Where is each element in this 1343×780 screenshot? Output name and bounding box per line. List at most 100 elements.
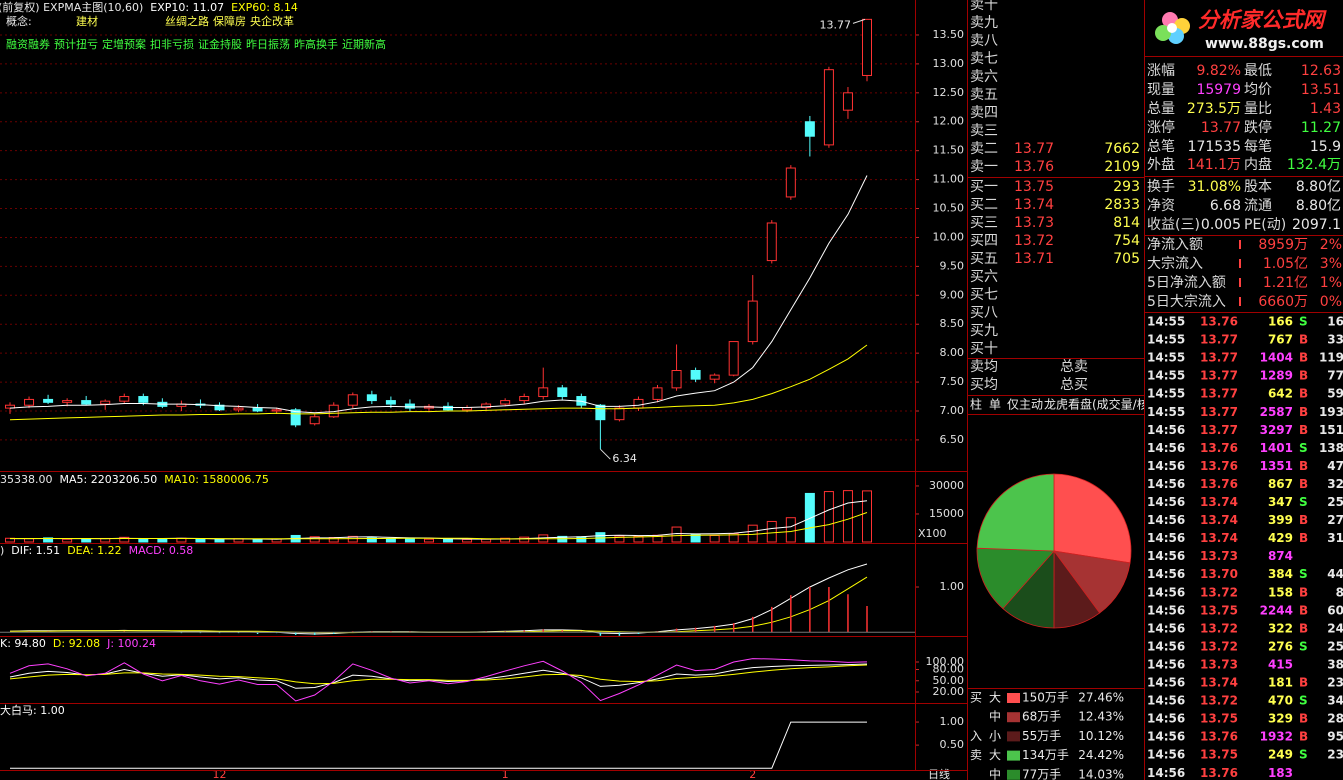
- quote-value: 141.1万: [1187, 157, 1241, 173]
- concept: 丝绸之路: [165, 14, 209, 28]
- candle-body: [804, 121, 815, 137]
- flow-value: 1.21亿: [1263, 275, 1308, 291]
- y-tick-label: 6.50: [940, 433, 965, 446]
- tag: 扣非亏损: [150, 37, 194, 51]
- candle-body: [443, 405, 454, 411]
- volume-bar: [138, 538, 149, 543]
- quote-label: 收益(三): [1147, 217, 1200, 233]
- tick-time: 14:55: [1147, 405, 1185, 419]
- volume-bar: [766, 520, 777, 543]
- tab[interactable]: 龙虎看盘(成交量/核: [1044, 397, 1149, 412]
- candle-body: [862, 18, 872, 76]
- candle-body: [652, 387, 663, 400]
- tick-volume: 158: [1268, 585, 1293, 599]
- quote-label: 外盘: [1147, 156, 1175, 173]
- volume-bar: [43, 537, 54, 543]
- tick-count: 24: [1327, 621, 1343, 635]
- pie-slice: [976, 547, 1055, 610]
- candle-body: [823, 69, 834, 146]
- flow-size: 小: [989, 729, 1001, 743]
- tick-time: 14:56: [1147, 513, 1185, 527]
- tag: 证金持股: [198, 37, 242, 51]
- quote-label: 股本: [1244, 179, 1272, 195]
- tick-volume: 1401: [1260, 441, 1293, 455]
- tick-volume: 415: [1268, 657, 1293, 671]
- tick-count: 59: [1327, 387, 1343, 401]
- tick-price: 13.77: [1200, 405, 1238, 419]
- tick-volume: 1289: [1260, 369, 1293, 383]
- y-tick-label: 30000: [929, 479, 964, 492]
- logo-name: 分析家公式网: [1198, 8, 1327, 32]
- flow-side: 买: [970, 691, 982, 705]
- flow-side: 入: [970, 729, 982, 743]
- candle-body: [81, 400, 92, 405]
- legend-entry: (前复权) EXPMA主图(10,60): [0, 0, 143, 14]
- tab[interactable]: 柱: [970, 397, 982, 412]
- tick-price: 13.75: [1200, 748, 1238, 762]
- annotation: 13.77: [820, 18, 852, 31]
- tick-volume: 642: [1268, 387, 1293, 401]
- y-tick-label: 1.00: [940, 580, 965, 593]
- legend-entry: DIF: 1.51: [11, 544, 60, 557]
- tick-volume: 1351: [1260, 459, 1293, 473]
- volume-bar: [119, 536, 130, 543]
- candle-body: [62, 400, 73, 403]
- series-line: [9, 175, 868, 414]
- volume-bar: [252, 539, 263, 543]
- tick-volume: 166: [1268, 315, 1293, 329]
- candle-body: [842, 92, 853, 111]
- volume-bar: [804, 492, 815, 543]
- tick-price: 13.77: [1200, 423, 1238, 437]
- book-average: 买均: [970, 377, 998, 393]
- quote-label: PE(动): [1244, 217, 1286, 233]
- flow-swatch: [1007, 769, 1020, 780]
- tick-price: 13.76: [1200, 459, 1238, 473]
- tick-count: 8: [1336, 585, 1343, 599]
- quote-label: 换手: [1147, 178, 1175, 195]
- book-label: 买七: [970, 287, 998, 303]
- tick-price: 13.77: [1200, 387, 1238, 401]
- y-tick-label: 7.00: [940, 404, 965, 417]
- tick-count: 28: [1327, 712, 1343, 726]
- y-tick-label: 15000: [929, 507, 964, 520]
- tick-volume: 322: [1268, 621, 1293, 635]
- candle-body: [785, 167, 796, 198]
- tick-count: 151: [1319, 423, 1343, 437]
- volume-bar: [500, 537, 511, 543]
- tick-time: 14:56: [1147, 531, 1185, 545]
- volume-bar: [81, 538, 92, 543]
- y-tick-label: 12.50: [933, 86, 965, 99]
- volume-bar: [24, 538, 35, 543]
- flow-pct: 3%: [1320, 256, 1342, 272]
- annotation: 6.34: [612, 452, 637, 465]
- tick-time: 14:55: [1147, 351, 1185, 365]
- flow-pct: 14.03%: [1078, 767, 1124, 780]
- book-label: 卖二: [970, 141, 998, 157]
- quote-value: 31.08%: [1188, 179, 1241, 195]
- y-tick-label: 50.00: [933, 674, 965, 687]
- tick-time: 14:56: [1147, 621, 1185, 635]
- tick-price: 13.72: [1200, 621, 1238, 635]
- tick-price: 13.74: [1200, 531, 1238, 545]
- tab[interactable]: 单: [989, 398, 1001, 412]
- y-tick-label: 11.50: [933, 144, 965, 157]
- tag: 定增预案: [102, 37, 146, 51]
- flow-amount: 68万手: [1022, 710, 1061, 724]
- tick-side: B: [1299, 333, 1308, 347]
- flow-amount: 150万手: [1022, 691, 1069, 705]
- tick-time: 14:56: [1147, 730, 1185, 744]
- candle-body: [500, 400, 511, 405]
- tick-side: S: [1299, 639, 1308, 653]
- flow-size: 大: [989, 748, 1001, 762]
- tick-price: 13.72: [1200, 694, 1238, 708]
- book-volume: 7662: [1104, 141, 1140, 157]
- quote-label: 均价: [1244, 82, 1272, 98]
- volume-bar: [214, 538, 225, 543]
- flow-side: 卖: [970, 748, 982, 762]
- tick-count: 23: [1327, 676, 1343, 690]
- tick-count: 138: [1319, 441, 1343, 455]
- tab[interactable]: 仅主动: [1007, 398, 1043, 412]
- legend-entry: K: 94.80: [0, 637, 46, 650]
- tick-price: 13.74: [1200, 513, 1238, 527]
